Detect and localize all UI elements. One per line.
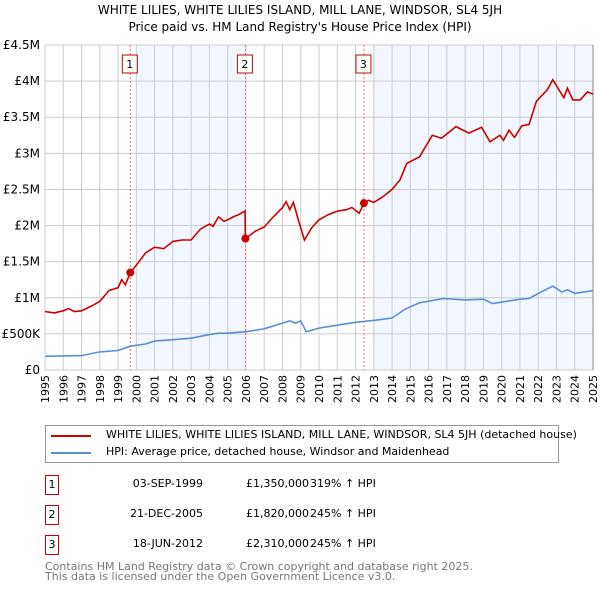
x-tick-label: 2013 (368, 375, 381, 403)
x-tick-label: 2019 (477, 375, 490, 403)
sale-marker-number: 1 (126, 58, 133, 71)
x-tick-label: 1997 (76, 375, 89, 403)
sale-price: £1,350,000 (246, 477, 309, 490)
sale-date: 03-SEP-1999 (132, 477, 203, 490)
sale-hpi-change: 245% ↑ HPI (310, 507, 376, 520)
y-tick-label: £2M (14, 219, 40, 233)
sale-marker-label: 1 (45, 475, 59, 495)
x-tick-label: 2006 (240, 375, 253, 403)
legend: WHITE LILIES, WHITE LILIES ISLAND, MILL … (45, 425, 577, 463)
footer-licence: This data is licensed under the Open Gov… (45, 570, 396, 583)
x-tick-label: 2021 (514, 375, 527, 403)
x-tick-label: 2015 (404, 375, 417, 403)
sale-date: 18-JUN-2012 (132, 537, 203, 550)
sale-row: 3 18-JUN-2012 £2,310,000 245% ↑ HPI (45, 535, 445, 555)
y-tick-label: £0 (25, 363, 40, 377)
x-tick-label: 2002 (167, 375, 180, 403)
x-tick-label: 2018 (459, 375, 472, 403)
x-tick-label: 2007 (258, 375, 271, 403)
plot-area: 1995 1996 1997 1998 1999 2000 2001 2002 2003 2004… (2, 38, 600, 403)
x-tick-label: 2001 (149, 375, 162, 403)
x-tick-label: 1996 (57, 375, 70, 403)
sale-marker-box (121, 54, 138, 74)
x-tick-label: 1998 (94, 375, 107, 403)
x-tick-label: 2016 (423, 375, 436, 403)
y-tick-label: £1M (14, 291, 40, 305)
x-tick-label: 2024 (569, 375, 582, 403)
legend-label-hpi: HPI: Average price, detached house, Wind… (106, 445, 450, 458)
y-tick-label: £3.5M (3, 110, 40, 124)
series-line-hpi (44, 285, 594, 358)
chart-title: WHITE LILIES, WHITE LILIES ISLAND, MILL … (97, 3, 503, 17)
x-tick-label: 2012 (350, 375, 363, 403)
y-tick-label: £2.5M (3, 182, 40, 196)
x-tick-label: 2020 (496, 375, 509, 403)
sale-date: 21-DEC-2005 (129, 507, 203, 520)
chart-subtitle: Price paid vs. HM Land Registry's House … (128, 20, 472, 34)
x-tick-label: 2022 (532, 375, 545, 403)
legend-swatch-hpi (51, 452, 91, 454)
x-tick-label: 1995 (39, 375, 52, 403)
sale-row: 2 21-DEC-2005 £1,820,000 245% ↑ HPI (45, 505, 445, 525)
sale-marker-number: 3 (360, 58, 367, 71)
x-tick-label: 2009 (295, 375, 308, 403)
sale-marker-number: 2 (241, 58, 248, 71)
x-tick-label: 2003 (185, 375, 198, 403)
y-tick-label: £4.5M (3, 38, 40, 52)
x-tick-label: 2010 (313, 375, 326, 403)
x-tick-label: 2017 (441, 375, 454, 403)
x-tick-label: 1999 (112, 375, 125, 403)
sale-point (359, 199, 368, 208)
x-tick-label: 2011 (331, 375, 344, 403)
y-tick-label: £3M (14, 146, 40, 160)
sale-hpi-change: 319% ↑ HPI (310, 477, 376, 490)
legend-swatch-property (51, 435, 91, 437)
x-tick-label: 2000 (130, 375, 143, 403)
x-tick-label: 2005 (222, 375, 235, 403)
y-tick-label: £500K (2, 327, 42, 341)
sale-price: £2,310,000 (246, 537, 309, 550)
sale-price: £1,820,000 (246, 507, 309, 520)
footer-copyright: Contains HM Land Registry data © Crown c… (45, 560, 473, 573)
x-tick-label: 2023 (550, 375, 563, 403)
y-tick-label: £1.5M (3, 255, 40, 269)
x-tick-label: 2014 (386, 375, 399, 403)
x-tick-label: 2008 (276, 375, 289, 403)
x-tick-label: 2004 (203, 375, 216, 403)
x-tick-label: 2025 (587, 375, 600, 403)
sale-marker-box (355, 54, 372, 74)
sale-point (241, 234, 250, 243)
y-tick-label: £4M (14, 74, 40, 88)
sale-marker-label: 3 (45, 535, 59, 555)
sale-marker-box (236, 54, 253, 74)
legend-label-property: WHITE LILIES, WHITE LILIES ISLAND, MILL … (106, 428, 577, 441)
sale-row: 1 03-SEP-1999 £1,350,000 319% ↑ HPI (45, 475, 445, 495)
sale-point (126, 268, 135, 277)
sale-hpi-change: 245% ↑ HPI (310, 537, 376, 550)
sale-marker-label: 2 (45, 505, 59, 525)
